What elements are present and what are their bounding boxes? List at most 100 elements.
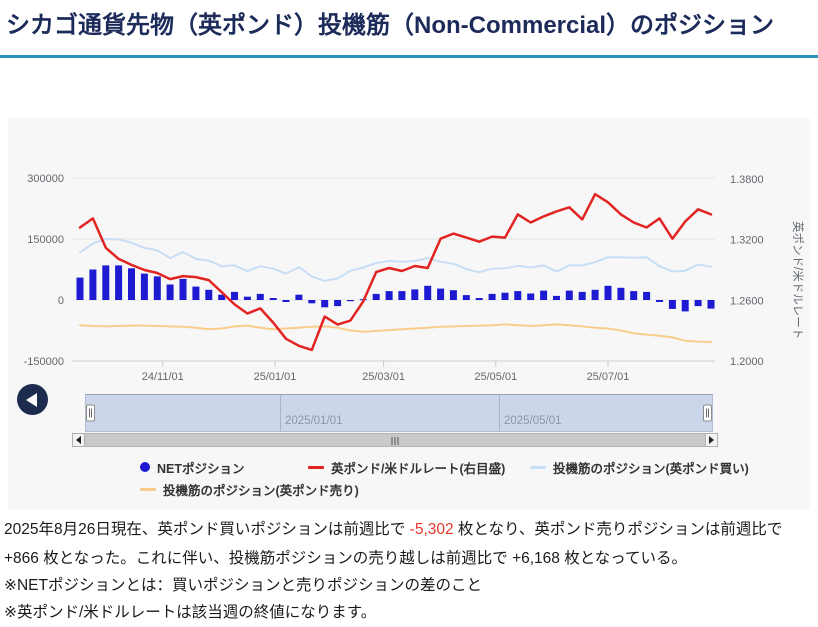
title-underline bbox=[0, 55, 818, 58]
legend-label-net: NETポジション bbox=[157, 461, 245, 476]
left-axis-tick-label: 0 bbox=[58, 295, 64, 307]
net-position-bar bbox=[256, 293, 264, 300]
left-axis-tick-label: 150000 bbox=[27, 234, 64, 246]
right-axis-tick-label: 1.3800 bbox=[730, 174, 764, 186]
net-position-bar bbox=[540, 290, 548, 300]
scrollbar-track[interactable] bbox=[85, 433, 705, 447]
positions-chart: 300000 150000 0 -150000 1.3800 1.3200 1.2600 1.… bbox=[24, 173, 764, 383]
net-position-bar bbox=[501, 292, 509, 300]
net-position-bar bbox=[604, 285, 612, 300]
net-position-bar bbox=[295, 294, 303, 300]
legend-item-sell[interactable]: 投機筋のポジション(英ポンド売り) bbox=[140, 480, 359, 499]
net-position-bar bbox=[308, 300, 316, 304]
chart-panel: 300000 150000 0 -150000 1.3800 1.3200 1.2600 1.… bbox=[8, 118, 810, 510]
net-position-bar bbox=[218, 294, 226, 300]
net-position-bar bbox=[115, 265, 123, 300]
navigator-left-handle[interactable] bbox=[86, 404, 95, 422]
net-position-bar bbox=[385, 291, 393, 300]
x-tick-label: 25/03/01 bbox=[362, 371, 405, 383]
net-position-bar bbox=[630, 291, 638, 300]
net-position-bar bbox=[243, 296, 251, 300]
range-navigator[interactable]: 2025/01/01 2025/05/01 bbox=[85, 394, 713, 432]
navigator-divider bbox=[280, 395, 281, 431]
legend-label-rate: 英ポンド/米ドルレート(右目盛) bbox=[331, 461, 506, 476]
x-tick-label: 25/01/01 bbox=[254, 371, 297, 383]
net-position-bar bbox=[643, 291, 651, 300]
x-tick-label: 24/11/01 bbox=[142, 371, 184, 383]
legend-label-sell: 投機筋のポジション(英ポンド売り) bbox=[163, 483, 359, 498]
scrollbar-left-button[interactable] bbox=[72, 433, 85, 447]
note-net-definition: ※NETポジションとは：買いポジションと売りポジションの差のこと bbox=[4, 577, 482, 595]
net-position-bar bbox=[527, 293, 535, 300]
right-axis-tick-label: 1.2000 bbox=[730, 356, 764, 368]
x-tick-label: 25/07/01 bbox=[587, 371, 630, 383]
legend-item-rate[interactable]: 英ポンド/米ドルレート(右目盛) bbox=[308, 458, 530, 477]
left-axis-tick-label: -150000 bbox=[24, 356, 64, 368]
net-position-bar bbox=[578, 291, 586, 300]
right-axis-title: 英ポンド/米ドルレート bbox=[791, 221, 803, 340]
net-position-bar bbox=[617, 287, 625, 300]
net-position-bar bbox=[449, 290, 457, 300]
net-position-bar bbox=[128, 268, 135, 300]
net-position-bar bbox=[398, 291, 406, 300]
net-position-bar bbox=[668, 300, 676, 309]
right-axis-tick-label: 1.2600 bbox=[730, 295, 764, 307]
rate-line-icon bbox=[308, 465, 324, 469]
left-arrow-icon bbox=[76, 436, 81, 444]
scrollbar-grip-icon[interactable] bbox=[391, 436, 399, 445]
net-position-bar bbox=[514, 291, 522, 300]
sell-positions-line bbox=[79, 323, 712, 343]
scrollbar-right-button[interactable] bbox=[705, 433, 718, 447]
right-arrow-icon bbox=[709, 436, 714, 444]
buy-line-icon bbox=[530, 465, 546, 469]
legend-item-net[interactable]: NETポジション bbox=[140, 458, 308, 477]
summary-text: 2025年8月26日現在、英ポンド買いポジションは前週比で -5,302 枚とな… bbox=[0, 516, 818, 627]
net-position-bar bbox=[321, 300, 329, 308]
handle-grip-icon bbox=[706, 408, 709, 418]
net-position-bar bbox=[269, 298, 277, 300]
net-position-bar bbox=[231, 291, 238, 300]
net-position-bar bbox=[462, 295, 470, 300]
summary-paragraph: 2025年8月26日現在、英ポンド買いポジションは前週比で -5,302 枚とな… bbox=[4, 521, 783, 567]
net-position-bar bbox=[192, 286, 200, 300]
navigator-right-handle[interactable] bbox=[703, 404, 712, 422]
sell-line-icon bbox=[140, 487, 156, 491]
net-position-bar bbox=[681, 300, 689, 312]
net-position-bar bbox=[179, 278, 187, 300]
chart-scrollbar[interactable] bbox=[72, 433, 718, 447]
net-position-bar bbox=[346, 300, 354, 302]
net-position-bar bbox=[282, 300, 290, 302]
buy-change-value: -5,302 bbox=[409, 521, 454, 538]
buy-positions-line bbox=[79, 238, 712, 282]
net-position-bar bbox=[205, 289, 213, 300]
net-position-bar bbox=[166, 284, 174, 300]
scroll-left-button[interactable] bbox=[17, 384, 48, 415]
net-position-bar bbox=[102, 265, 110, 300]
net-position-bar bbox=[707, 300, 715, 309]
chart-legend: NETポジション 英ポンド/米ドルレート(右目盛) 投機筋のポジション(英ポンド… bbox=[140, 456, 800, 500]
net-position-bar bbox=[475, 298, 483, 300]
net-position-bar bbox=[488, 293, 496, 300]
net-dot-icon bbox=[140, 462, 150, 472]
handle-grip-icon bbox=[89, 408, 92, 418]
navigator-zone-label: 2025/01/01 bbox=[285, 415, 343, 427]
left-arrow-icon bbox=[26, 392, 37, 407]
net-position-bar bbox=[553, 295, 560, 300]
net-position-bar bbox=[656, 300, 663, 302]
net-position-bar bbox=[424, 285, 432, 300]
net-position-bar bbox=[411, 289, 419, 300]
navigator-divider bbox=[499, 395, 500, 431]
navigator-zone-label: 2025/05/01 bbox=[504, 415, 562, 427]
rate-line bbox=[78, 192, 713, 352]
net-position-bar bbox=[89, 269, 97, 300]
legend-label-buy: 投機筋のポジション(英ポンド買い) bbox=[553, 461, 749, 476]
legend-item-buy[interactable]: 投機筋のポジション(英ポンド買い) bbox=[530, 458, 749, 477]
x-tick-label: 25/05/01 bbox=[474, 371, 517, 383]
net-position-bar bbox=[76, 277, 84, 300]
note-rate-definition: ※英ポンド/米ドルレートは該当週の終値になります。 bbox=[4, 604, 377, 621]
net-position-bar bbox=[591, 289, 599, 300]
right-axis-tick-label: 1.3200 bbox=[730, 235, 764, 247]
left-axis-tick-label: 300000 bbox=[27, 173, 64, 185]
net-position-bar bbox=[565, 290, 573, 300]
net-position-bar bbox=[694, 300, 702, 307]
